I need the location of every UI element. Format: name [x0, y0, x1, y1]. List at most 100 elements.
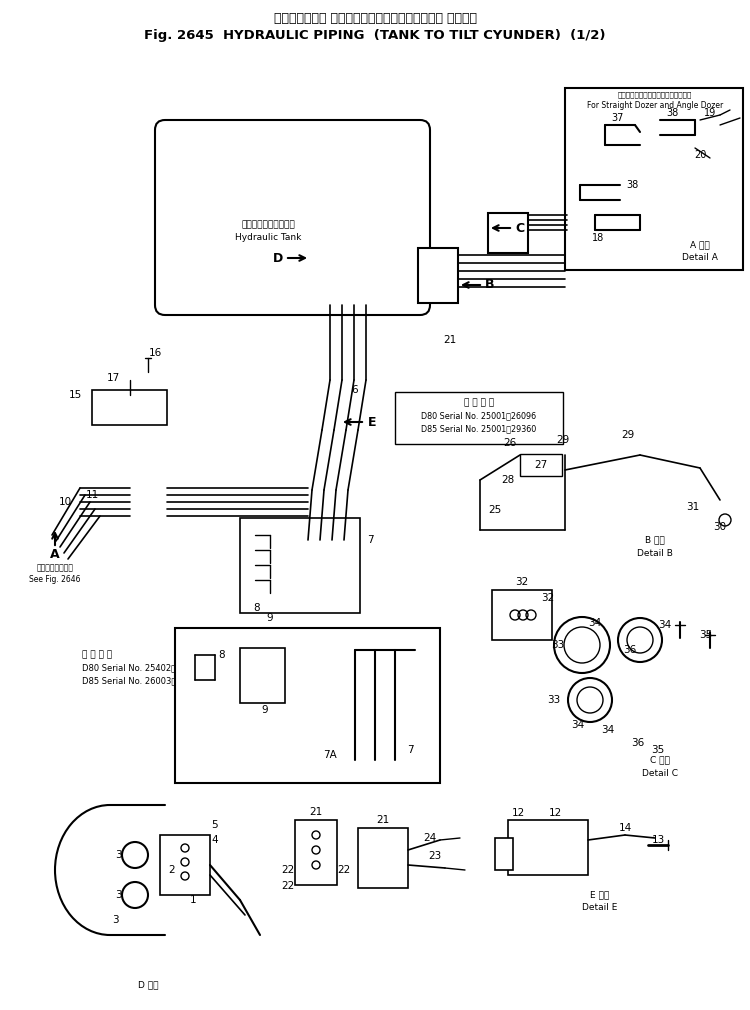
Text: 34: 34 [658, 620, 672, 630]
Text: 34: 34 [572, 720, 585, 730]
Text: 8: 8 [254, 603, 260, 613]
Text: 16: 16 [148, 348, 162, 358]
FancyBboxPatch shape [155, 120, 430, 315]
Text: D85 Serial No. 25001～29360: D85 Serial No. 25001～29360 [422, 424, 537, 433]
Text: 7: 7 [406, 745, 413, 755]
Text: D: D [273, 251, 284, 265]
Bar [520, 454, 562, 476]
Text: 2: 2 [168, 865, 175, 875]
Text: 14: 14 [618, 823, 632, 833]
Text: Fig. 2645  HYDRAULIC PIPING  (TANK TO TILT CYUNDER)  (1/2): Fig. 2645 HYDRAULIC PIPING (TANK TO TILT… [144, 28, 606, 41]
Text: 17: 17 [106, 373, 120, 383]
Text: 38: 38 [666, 108, 678, 118]
Text: A 詳細: A 詳細 [690, 240, 709, 249]
Text: 28: 28 [501, 475, 515, 485]
Text: 7A: 7A [323, 750, 337, 760]
Bar [160, 835, 210, 895]
Text: E 詳細: E 詳細 [590, 891, 610, 900]
Text: Detail A: Detail A [682, 252, 718, 262]
Text: D85 Serial No. 26003～: D85 Serial No. 26003～ [82, 677, 176, 686]
Text: 21: 21 [309, 807, 322, 817]
Text: D 詳細: D 詳細 [138, 981, 158, 990]
Text: 19: 19 [704, 108, 716, 118]
Text: 32: 32 [542, 593, 554, 603]
Text: 1: 1 [190, 895, 196, 905]
Text: Detail C: Detail C [642, 769, 678, 778]
Text: 9: 9 [267, 613, 273, 623]
Text: 適 用 号 機: 適 用 号 機 [464, 399, 494, 407]
Text: 27: 27 [534, 460, 548, 470]
Text: D80 Serial No. 25402～: D80 Serial No. 25402～ [82, 664, 176, 673]
Bar [488, 213, 528, 252]
Bar [418, 248, 458, 303]
Text: 20: 20 [694, 150, 706, 160]
Text: 33: 33 [551, 640, 565, 650]
Text: ハイドロリック パイピング　タンク　～　チルト シリンダ: ハイドロリック パイピング タンク ～ チルト シリンダ [274, 11, 476, 24]
Text: 8: 8 [219, 650, 225, 660]
Text: 22: 22 [337, 865, 350, 875]
Text: 11: 11 [86, 490, 99, 500]
Text: 36: 36 [632, 738, 644, 748]
Text: ハイドロリックタンク: ハイドロリックタンク [242, 220, 295, 229]
Text: 13: 13 [651, 835, 664, 845]
Text: Hydraulic Tank: Hydraulic Tank [235, 233, 302, 242]
Text: 適 用 号 機: 適 用 号 機 [82, 650, 112, 660]
Text: 35: 35 [699, 630, 712, 640]
Text: 3: 3 [115, 890, 122, 900]
Text: アングルドーザ又はストレートドーザ: アングルドーザ又はストレートドーザ [618, 92, 692, 98]
Text: 25: 25 [488, 505, 502, 515]
Text: Detail B: Detail B [637, 548, 673, 558]
Bar [358, 828, 408, 888]
Text: Detail E: Detail E [582, 904, 618, 912]
Text: 第２６４５図参照: 第２６４５図参照 [37, 564, 74, 573]
Text: 22: 22 [282, 881, 295, 891]
Text: 29: 29 [621, 430, 634, 440]
Text: 12: 12 [512, 808, 525, 818]
Text: 37: 37 [612, 113, 624, 123]
Text: 5: 5 [211, 820, 218, 830]
Text: 3: 3 [112, 915, 118, 925]
Text: 18: 18 [592, 233, 604, 243]
Bar [240, 518, 360, 613]
Text: 29: 29 [556, 435, 570, 445]
Text: 33: 33 [548, 695, 560, 705]
Bar [175, 628, 440, 783]
Text: D80 Serial No. 25001～26096: D80 Serial No. 25001～26096 [422, 411, 536, 420]
Bar [295, 820, 337, 885]
Text: 32: 32 [515, 577, 529, 587]
Text: 9: 9 [262, 705, 268, 715]
Text: 34: 34 [602, 725, 615, 735]
Text: See Fig. 2646: See Fig. 2646 [29, 576, 81, 585]
Text: 30: 30 [713, 522, 727, 532]
Bar [495, 838, 513, 870]
Text: For Straight Dozer and Angle Dozer: For Straight Dozer and Angle Dozer [586, 101, 723, 110]
Text: B: B [485, 279, 495, 292]
Text: A: A [50, 548, 60, 562]
Text: 21: 21 [376, 815, 390, 825]
Bar [508, 820, 588, 875]
Text: 10: 10 [58, 497, 71, 507]
Text: 21: 21 [443, 335, 457, 345]
Text: 26: 26 [503, 438, 517, 448]
Text: 12: 12 [548, 808, 562, 818]
Text: E: E [368, 415, 376, 428]
Text: 4: 4 [211, 835, 218, 845]
Text: 34: 34 [588, 618, 602, 628]
Text: C: C [515, 221, 524, 234]
Text: 7: 7 [367, 535, 374, 545]
Bar [240, 648, 285, 703]
Text: 15: 15 [69, 390, 82, 400]
Text: B 詳細: B 詳細 [645, 535, 664, 544]
Text: 36: 36 [623, 645, 637, 655]
Text: 31: 31 [686, 502, 700, 512]
Text: 3: 3 [115, 850, 122, 860]
Text: 23: 23 [428, 851, 442, 861]
Text: 24: 24 [423, 833, 436, 843]
Bar [395, 392, 563, 444]
Bar [565, 88, 743, 270]
Text: C 詳細: C 詳細 [650, 755, 670, 765]
Text: 35: 35 [651, 745, 664, 755]
Text: 22: 22 [282, 865, 295, 875]
Bar [92, 390, 167, 425]
Text: 6: 6 [352, 385, 358, 395]
